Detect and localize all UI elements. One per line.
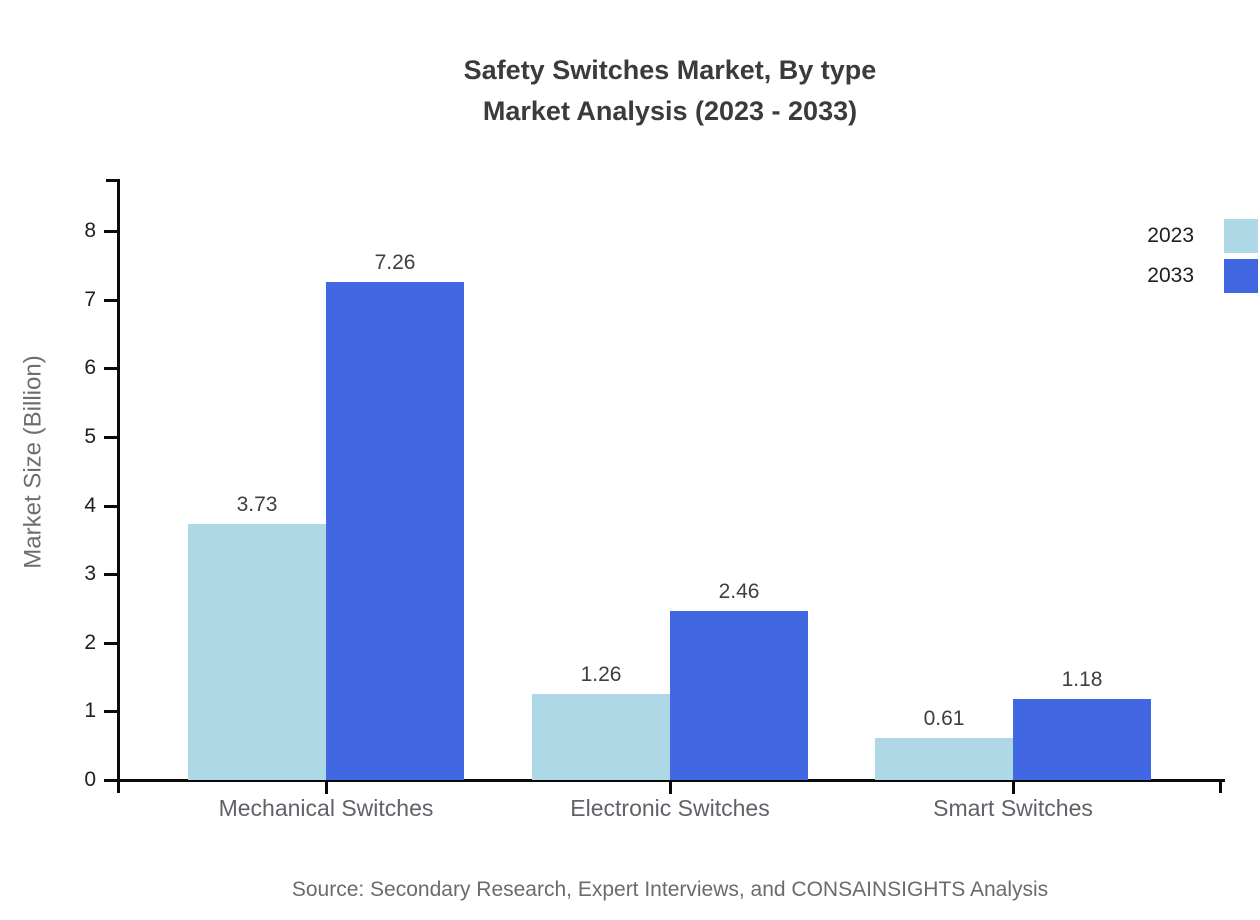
y-axis-end-cap	[106, 179, 120, 182]
category-label: Electronic Switches	[570, 795, 770, 821]
bar-value-label: 2.46	[718, 580, 760, 603]
category-label: Smart Switches	[933, 795, 1093, 821]
legend-swatch-icon	[1224, 219, 1258, 253]
bar-2023-cat0	[188, 524, 326, 780]
bar-2023-cat1	[532, 694, 670, 780]
legend: 2023 2033	[1147, 219, 1258, 299]
bar-value-label: 3.73	[236, 493, 278, 516]
y-tick	[104, 367, 117, 370]
y-tick	[104, 642, 117, 645]
source-note: Source: Secondary Research, Expert Inter…	[291, 878, 1049, 901]
y-tick	[104, 230, 117, 233]
legend-label: 2023	[1147, 224, 1194, 247]
y-tick-label: 7	[84, 288, 96, 311]
legend-label: 2033	[1147, 264, 1194, 287]
x-axis-line	[117, 779, 1225, 782]
x-tick	[669, 781, 672, 794]
y-axis-line	[117, 179, 120, 793]
y-tick	[104, 436, 117, 439]
bar-2033-cat1	[670, 611, 808, 780]
legend-item-2033: 2033	[1147, 259, 1258, 293]
y-tick-label: 6	[84, 356, 96, 379]
y-tick-label: 5	[84, 425, 96, 448]
y-tick-label: 2	[84, 631, 96, 654]
y-tick	[104, 299, 117, 302]
bar-value-label: 1.26	[580, 663, 622, 686]
y-tick	[104, 505, 117, 508]
y-tick-label: 3	[84, 562, 96, 585]
bar-2023-cat2	[875, 738, 1013, 780]
y-tick	[104, 573, 117, 576]
legend-item-2023: 2023	[1147, 219, 1258, 253]
y-tick-label: 8	[84, 219, 96, 242]
bar-2033-cat0	[326, 282, 464, 780]
y-tick-label: 4	[84, 494, 96, 517]
y-tick	[104, 710, 117, 713]
y-tick-label: 1	[84, 699, 96, 722]
x-axis-end-cap	[1219, 779, 1222, 793]
x-tick	[1012, 781, 1015, 794]
category-label: Mechanical Switches	[218, 795, 434, 821]
legend-swatch-icon	[1224, 259, 1258, 293]
x-tick	[325, 781, 328, 794]
bar-value-label: 1.18	[1061, 668, 1103, 691]
y-tick-label: 0	[84, 768, 96, 791]
chart-title: Safety Switches Market, By type Market A…	[117, 50, 1223, 132]
y-tick	[104, 779, 117, 782]
chart-title-line2: Market Analysis (2023 - 2033)	[482, 96, 858, 126]
bar-value-label: 7.26	[374, 251, 416, 274]
chart-title-line1: Safety Switches Market, By type	[463, 55, 877, 85]
bar-2033-cat2	[1013, 699, 1151, 780]
bar-value-label: 0.61	[923, 707, 965, 730]
